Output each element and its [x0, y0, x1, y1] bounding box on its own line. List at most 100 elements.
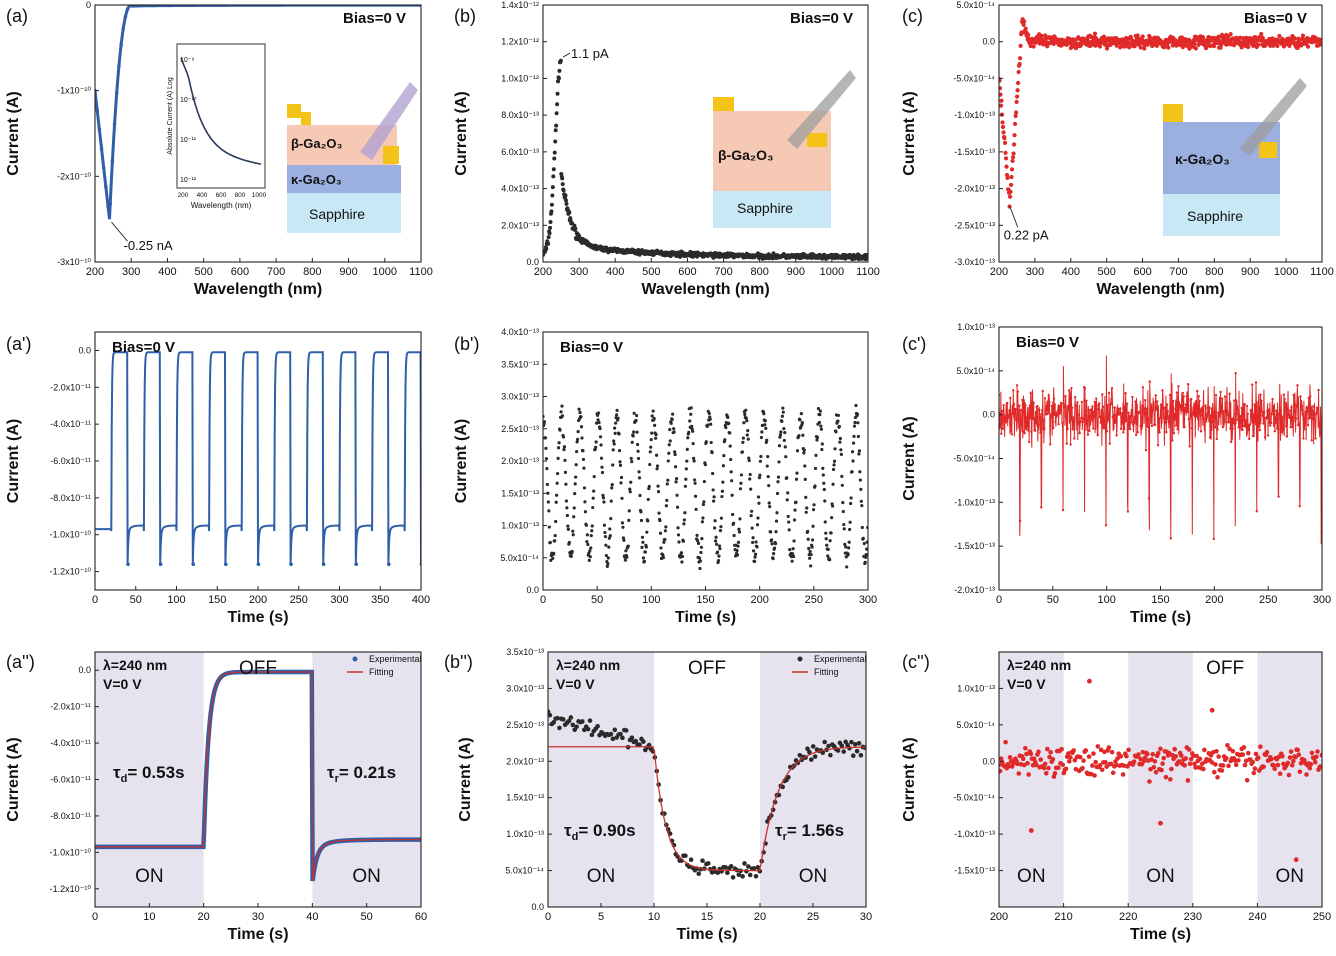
data-point	[1090, 407, 1093, 411]
data-point	[1063, 405, 1066, 409]
data-point	[1106, 745, 1112, 750]
data-point	[1269, 424, 1272, 427]
data-point	[782, 427, 786, 431]
data-point	[1240, 752, 1246, 757]
data-point	[773, 541, 778, 546]
data-point	[1066, 759, 1072, 764]
data-point	[598, 426, 602, 431]
data-point	[782, 438, 786, 443]
data-point	[627, 518, 631, 522]
data-point	[1248, 437, 1251, 441]
data-point	[544, 457, 549, 461]
plot-frame	[542, 331, 869, 591]
data-point	[792, 518, 797, 522]
x-axis-label: Wavelength (nm)	[1096, 281, 1224, 298]
data-point	[572, 506, 576, 510]
panel-a2: 0 10 20 30 40 50 60-1.2x10⁻¹⁰-1.0x10⁻¹⁰-8.0x10…	[5, 651, 427, 943]
data-point	[1037, 408, 1041, 411]
data-point	[1245, 404, 1249, 408]
tau-label: τd= 0.53s	[113, 763, 185, 785]
data-point	[1208, 406, 1211, 409]
data-point	[628, 487, 632, 491]
electrode	[807, 133, 827, 147]
data-point	[550, 193, 555, 198]
data-point	[999, 112, 1005, 117]
electrode	[1163, 104, 1183, 122]
data-point	[1156, 400, 1159, 403]
data-point	[1023, 26, 1028, 31]
data-point	[1134, 433, 1138, 437]
data-point	[1163, 406, 1167, 409]
data-point	[1101, 34, 1107, 39]
data-point	[1202, 747, 1207, 753]
data-point	[771, 552, 776, 556]
data-point	[585, 726, 591, 732]
data-point	[1014, 99, 1019, 105]
condition-label: λ=240 nm	[103, 657, 167, 673]
data-point	[289, 562, 293, 566]
data-point	[1236, 418, 1240, 422]
data-point	[1159, 416, 1162, 420]
data-point	[810, 545, 814, 549]
data-point	[581, 457, 586, 462]
data-point	[769, 530, 773, 534]
data-point	[101, 165, 106, 170]
data-point	[605, 564, 609, 568]
data-point	[1199, 430, 1203, 433]
data-point	[684, 477, 688, 481]
data-point	[1171, 439, 1174, 442]
data-point	[1138, 411, 1142, 414]
data-point	[600, 465, 604, 469]
data-point	[826, 554, 830, 558]
x-axis-label: Time (s)	[676, 926, 737, 943]
data-point	[1119, 427, 1123, 431]
tau-subscript: d	[572, 831, 579, 843]
data-point	[1287, 755, 1293, 760]
data-point	[1047, 411, 1050, 415]
data-point	[1084, 410, 1087, 414]
data-point	[1012, 133, 1017, 138]
data-point	[1095, 397, 1098, 400]
x-tick-label: 500	[1097, 266, 1115, 278]
panel-a1: 0 50 100 150 200 250 300 350 400-1.2x10⁻¹⁰-1.0x1…	[5, 331, 430, 626]
data-point	[1144, 399, 1147, 402]
data-point	[1312, 417, 1315, 421]
data-point	[1043, 427, 1046, 430]
y-tick-label: -1.5x10⁻¹³	[954, 541, 995, 551]
x-tick-label: 300	[570, 266, 588, 278]
data-point	[571, 533, 575, 537]
data-point	[566, 524, 570, 528]
data-point	[665, 482, 669, 486]
data-layer	[95, 669, 421, 882]
data-point	[1000, 409, 1004, 413]
condition-label: V=0 V	[103, 676, 142, 692]
data-point	[1315, 406, 1319, 410]
data-point	[611, 448, 615, 452]
data-point	[790, 559, 794, 563]
data-point	[1074, 403, 1078, 407]
data-point	[620, 521, 625, 525]
x-tick-label: 500	[642, 266, 660, 278]
data-point	[1150, 424, 1154, 428]
x-tick-label: 800	[750, 266, 768, 278]
data-point	[805, 506, 809, 510]
data-point	[574, 475, 578, 479]
data-point	[836, 419, 840, 423]
data-point	[603, 530, 607, 535]
data-point	[1230, 417, 1234, 421]
data-point	[564, 482, 568, 486]
data-point	[1174, 424, 1178, 427]
data-point	[664, 525, 668, 529]
data-point	[1036, 404, 1039, 408]
data-point	[1010, 155, 1016, 160]
data-point	[1071, 428, 1075, 431]
plot-frame	[94, 4, 422, 263]
data-point	[641, 556, 646, 560]
data-point	[850, 470, 854, 474]
data-point	[551, 720, 557, 725]
data-point	[1318, 764, 1322, 769]
data-point	[696, 871, 702, 877]
data-point	[584, 523, 588, 527]
data-point	[599, 456, 604, 460]
x-tick-label: 1000	[820, 266, 844, 278]
